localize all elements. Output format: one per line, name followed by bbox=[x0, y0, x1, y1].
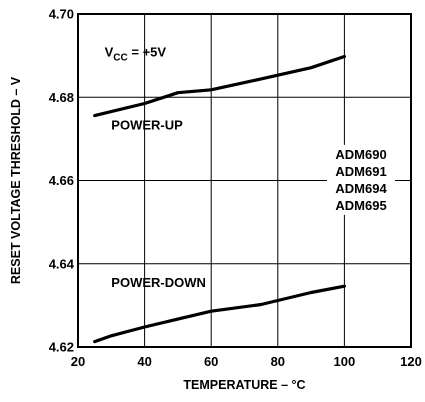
vcc-annotation: VCC = +5V bbox=[105, 44, 167, 63]
series-layer bbox=[93, 54, 346, 344]
x-tick-label: 100 bbox=[334, 354, 356, 369]
plot-frame bbox=[77, 13, 412, 348]
part-number: ADM690 bbox=[335, 147, 386, 162]
vcc-main: V bbox=[105, 44, 114, 59]
part-number-list: ADM690 ADM691 ADM694 ADM695 bbox=[335, 147, 387, 213]
y-tick-label: 4.68 bbox=[49, 90, 74, 105]
y-tick-label: 4.66 bbox=[49, 173, 74, 188]
x-tick-label: 60 bbox=[204, 354, 218, 369]
y-tick-labels: 4.62 4.64 4.66 4.68 4.70 bbox=[49, 7, 75, 355]
x-tick-label: 40 bbox=[137, 354, 151, 369]
y-tick-label: 4.62 bbox=[49, 340, 74, 355]
series-label-power-up: POWER-UP bbox=[111, 117, 183, 132]
y-tick-label: 4.70 bbox=[49, 7, 74, 22]
x-tick-label: 20 bbox=[71, 354, 85, 369]
part-number: ADM694 bbox=[335, 181, 387, 196]
series-line-power-up bbox=[93, 54, 346, 118]
part-list-background bbox=[327, 144, 396, 215]
x-axis-title: TEMPERATURE – °C bbox=[183, 378, 305, 392]
grid bbox=[78, 14, 411, 347]
y-axis-title: RESET VOLTAGE THRESHOLD – V bbox=[9, 76, 23, 284]
x-tick-label: 80 bbox=[271, 354, 285, 369]
series-label-power-down: POWER-DOWN bbox=[111, 275, 206, 290]
part-number: ADM691 bbox=[335, 164, 386, 179]
y-tick-label: 4.64 bbox=[49, 256, 75, 271]
x-tick-label: 120 bbox=[400, 354, 422, 369]
vcc-subscript: CC bbox=[113, 52, 127, 63]
part-number: ADM695 bbox=[335, 198, 386, 213]
x-tick-labels: 20 40 60 80 100 120 bbox=[71, 354, 422, 369]
vcc-value: = +5V bbox=[128, 44, 167, 59]
series-line-power-down bbox=[93, 284, 346, 344]
